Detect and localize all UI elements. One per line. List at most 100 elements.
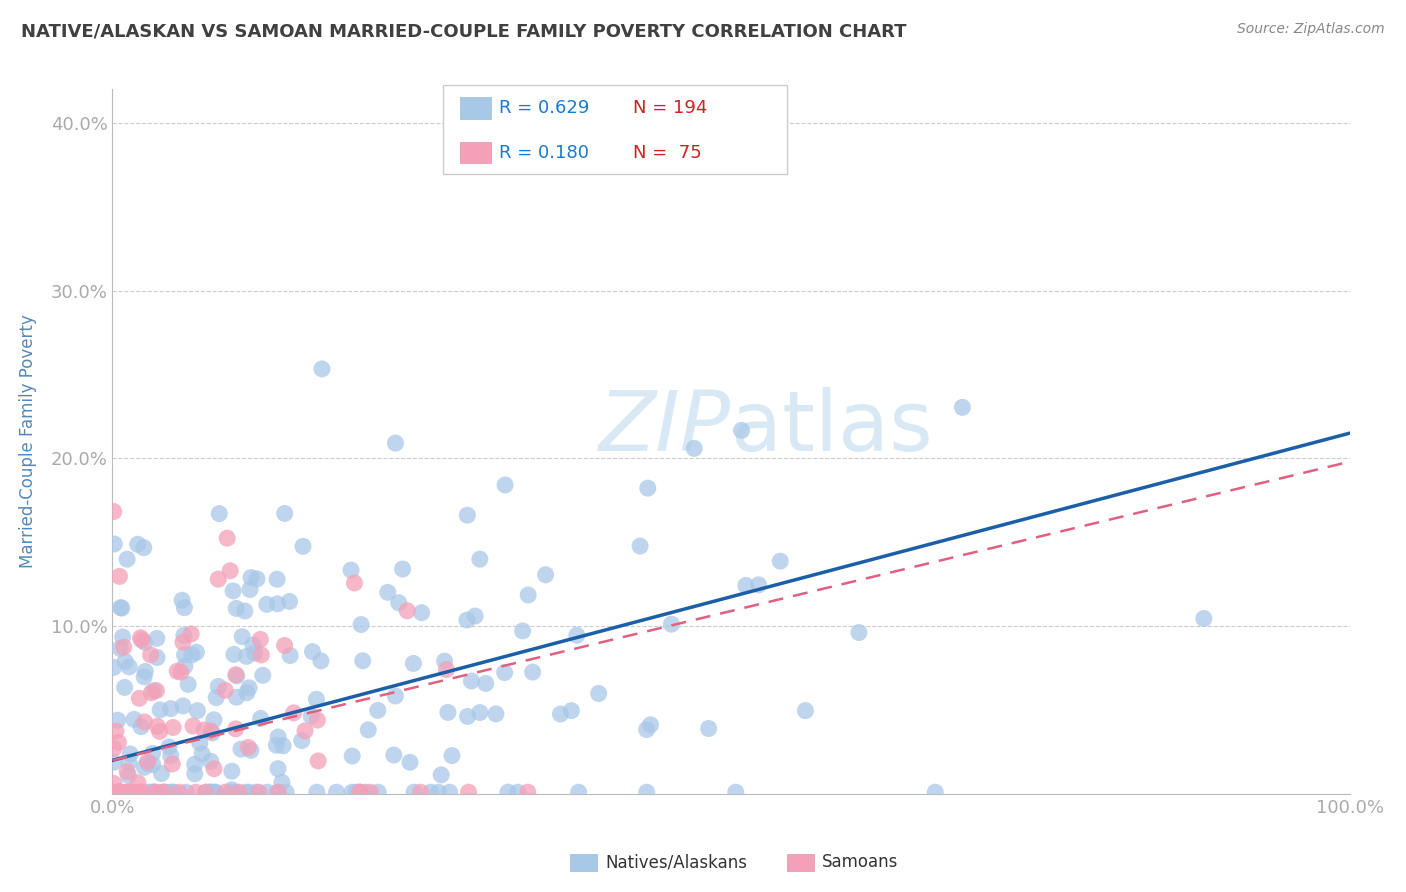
- Point: [111, 601, 134, 615]
- Point: [134, 760, 156, 774]
- Point: [115, 552, 138, 566]
- Point: [340, 785, 363, 799]
- Point: [560, 704, 582, 718]
- Point: [219, 785, 242, 799]
- Point: [236, 686, 259, 700]
- Point: [117, 769, 139, 783]
- Point: [411, 606, 433, 620]
- Point: [111, 785, 134, 799]
- Point: [565, 628, 588, 642]
- Point: [139, 648, 162, 662]
- Text: ZIP: ZIP: [599, 387, 731, 468]
- Point: [136, 756, 159, 771]
- Point: [188, 736, 211, 750]
- Point: [291, 539, 314, 553]
- Point: [404, 785, 426, 799]
- Point: [636, 723, 658, 737]
- Point: [134, 714, 156, 729]
- Point: [354, 785, 377, 799]
- Point: [174, 785, 197, 799]
- Point: [202, 713, 225, 727]
- Point: [301, 644, 323, 658]
- Point: [138, 785, 160, 799]
- Point: [240, 570, 263, 584]
- Text: Samoans: Samoans: [821, 854, 898, 871]
- Point: [108, 785, 131, 799]
- Point: [273, 639, 295, 653]
- Point: [225, 669, 247, 683]
- Point: [112, 640, 135, 654]
- Point: [235, 785, 257, 799]
- Point: [238, 681, 260, 695]
- Point: [107, 785, 129, 799]
- Point: [132, 785, 155, 799]
- Point: [108, 641, 131, 656]
- Point: [409, 785, 432, 799]
- Point: [382, 747, 405, 762]
- Point: [177, 677, 200, 691]
- Point: [149, 703, 172, 717]
- Point: [204, 785, 226, 799]
- Point: [207, 680, 229, 694]
- Point: [162, 721, 184, 735]
- Point: [143, 785, 166, 799]
- Point: [152, 785, 174, 799]
- Point: [193, 723, 215, 737]
- Point: [115, 764, 138, 779]
- Point: [172, 698, 194, 713]
- Point: [125, 785, 148, 799]
- Point: [384, 689, 406, 703]
- Point: [522, 665, 544, 679]
- Point: [186, 645, 208, 659]
- Point: [225, 722, 247, 736]
- Point: [291, 733, 314, 747]
- Point: [266, 572, 288, 586]
- Point: [266, 785, 288, 799]
- Point: [128, 785, 150, 799]
- Point: [350, 785, 373, 799]
- Point: [309, 654, 332, 668]
- Point: [166, 664, 188, 678]
- Point: [120, 747, 142, 761]
- Point: [534, 567, 557, 582]
- Point: [150, 766, 173, 780]
- Point: [516, 785, 538, 799]
- Point: [198, 785, 221, 799]
- Point: [205, 690, 228, 705]
- Point: [159, 748, 181, 763]
- Point: [357, 723, 380, 737]
- Point: [202, 762, 225, 776]
- Point: [485, 706, 508, 721]
- Point: [103, 755, 125, 769]
- Point: [239, 743, 262, 757]
- Point: [118, 756, 141, 770]
- Point: [222, 648, 245, 662]
- Text: R = 0.629: R = 0.629: [499, 99, 589, 117]
- Point: [347, 785, 370, 799]
- Point: [1192, 611, 1215, 625]
- Point: [145, 683, 167, 698]
- Text: Source: ZipAtlas.com: Source: ZipAtlas.com: [1237, 22, 1385, 37]
- Point: [748, 578, 770, 592]
- Point: [103, 504, 125, 518]
- Point: [157, 739, 180, 754]
- Point: [636, 785, 658, 799]
- Point: [153, 785, 176, 799]
- Point: [201, 785, 224, 799]
- Point: [924, 785, 946, 799]
- Point: [246, 572, 269, 586]
- Point: [155, 785, 177, 799]
- Point: [195, 785, 218, 799]
- Point: [294, 723, 316, 738]
- Point: [184, 785, 207, 799]
- Point: [271, 739, 294, 753]
- Point: [274, 785, 297, 799]
- Point: [468, 706, 491, 720]
- Point: [127, 537, 149, 551]
- Point: [249, 632, 271, 647]
- Point: [118, 660, 141, 674]
- Point: [367, 785, 389, 799]
- Point: [950, 401, 973, 415]
- Point: [103, 741, 125, 756]
- Point: [134, 635, 156, 649]
